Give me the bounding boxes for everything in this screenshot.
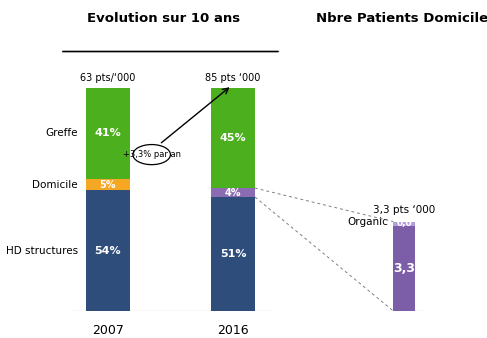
Bar [393, 222, 415, 226]
Text: 5%: 5% [99, 180, 116, 190]
Text: Evolution sur 10 ans: Evolution sur 10 ans [87, 12, 240, 25]
Text: 41%: 41% [94, 128, 121, 138]
Text: 2007: 2007 [92, 324, 124, 337]
Text: 3,3 pts ‘000: 3,3 pts ‘000 [373, 205, 435, 215]
Text: Nbre Patients Domicile ‘: Nbre Patients Domicile ‘ [316, 12, 487, 25]
Text: 3,3: 3,3 [393, 262, 415, 275]
Bar [211, 197, 255, 311]
Text: 85 pts ‘000: 85 pts ‘000 [206, 73, 261, 83]
Text: 2016: 2016 [217, 324, 249, 337]
Bar [211, 188, 255, 197]
Text: 51%: 51% [220, 249, 246, 259]
Bar [86, 179, 130, 190]
Text: Domicile: Domicile [32, 180, 78, 190]
Text: 4%: 4% [225, 188, 242, 198]
Text: 0,0: 0,0 [396, 219, 412, 228]
Text: Greffe: Greffe [45, 128, 78, 138]
Bar [86, 190, 130, 311]
Bar [393, 226, 415, 311]
Text: +3,3% par an: +3,3% par an [123, 150, 181, 159]
Bar [211, 88, 255, 188]
Bar [86, 88, 130, 179]
Text: 54%: 54% [94, 246, 121, 256]
Text: 63 pts/‘000: 63 pts/‘000 [80, 73, 135, 83]
Text: HD structures: HD structures [6, 246, 78, 256]
Text: Organic: Organic [347, 217, 388, 226]
Text: 45%: 45% [220, 133, 246, 143]
